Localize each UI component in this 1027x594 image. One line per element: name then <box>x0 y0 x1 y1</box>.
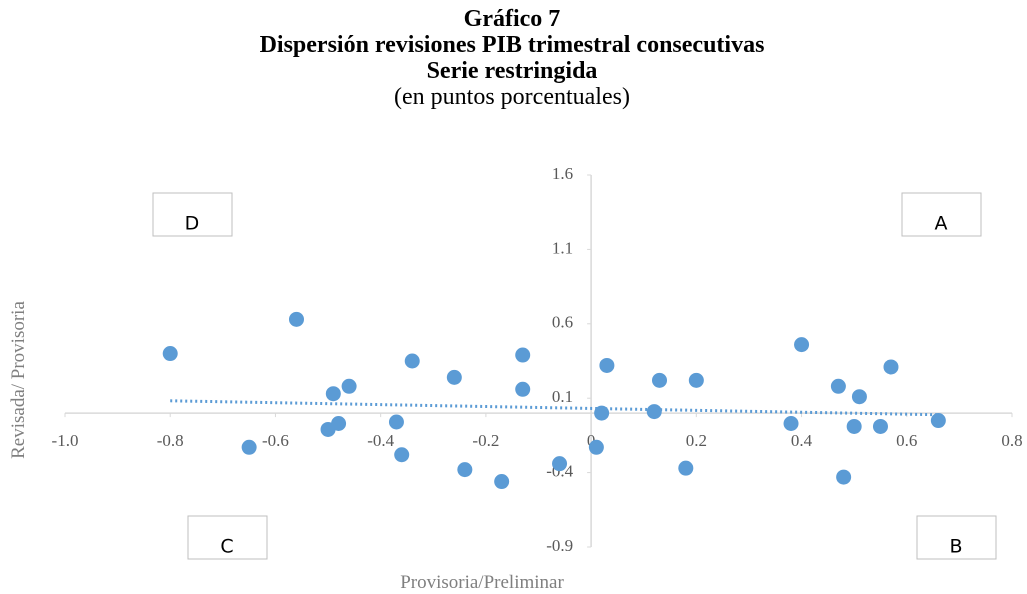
chart-title: Gráfico 7 <box>464 6 561 32</box>
x-tick-label: -1.0 <box>52 431 79 450</box>
scatter-point <box>515 381 531 397</box>
scatter-point <box>446 369 462 385</box>
y-axis-title: Revisada/ Provisoria <box>8 301 29 459</box>
y-tick-label: 0.6 <box>552 313 573 332</box>
x-tick-label: -0.8 <box>157 431 184 450</box>
x-tick-label: -0.2 <box>472 431 499 450</box>
scatter-point <box>457 462 473 478</box>
scatter-point <box>688 372 704 388</box>
scatter-point <box>288 311 304 327</box>
x-tick-label: -0.4 <box>367 431 394 450</box>
quadrant-box <box>916 515 997 560</box>
scatter-point <box>830 378 846 394</box>
chart-title-line: Dispersión revisiones PIB trimestral con… <box>260 32 765 58</box>
x-tick-label: 0.2 <box>686 431 707 450</box>
x-tick-label: 0.8 <box>1001 431 1022 450</box>
scatter-point <box>162 346 178 362</box>
scatter-point <box>325 386 341 402</box>
scatter-point <box>404 353 420 369</box>
quadrant-label: B <box>949 536 962 558</box>
scatter-point <box>646 404 662 420</box>
x-tick-label: -0.6 <box>262 431 289 450</box>
scatter-point <box>652 372 668 388</box>
scatter-point <box>594 405 610 421</box>
scatter-point <box>394 447 410 463</box>
scatter-point <box>794 337 810 353</box>
scatter-point <box>846 418 862 434</box>
quadrant-label: D <box>185 213 200 235</box>
y-tick-label: 0.1 <box>552 387 573 406</box>
scatter-point <box>851 389 867 405</box>
x-tick-label: 0 <box>587 431 596 450</box>
y-tick-label: -0.9 <box>546 536 573 555</box>
scatter-point <box>494 474 510 490</box>
scatter-point <box>872 418 888 434</box>
scatter-point <box>930 413 946 429</box>
x-axis-title: Provisoria/Preliminar <box>400 572 564 593</box>
quadrant-box <box>152 192 233 237</box>
scatter-point <box>678 460 694 476</box>
quadrant-label: A <box>935 213 948 235</box>
scatter-point <box>515 347 531 363</box>
scatter-point <box>331 415 347 431</box>
quadrant-label: C <box>220 536 233 558</box>
scatter-point <box>241 439 257 455</box>
scatter-point <box>341 378 357 394</box>
y-tick-label: 1.6 <box>552 164 573 183</box>
scatter-point <box>388 414 404 430</box>
scatter-point <box>588 439 604 455</box>
y-tick-label: 1.1 <box>552 238 573 257</box>
quadrant-box <box>187 515 268 560</box>
quadrant-box <box>901 192 982 237</box>
x-tick-label: 0.4 <box>791 431 813 450</box>
scatter-point <box>836 469 852 485</box>
scatter-point <box>883 359 899 375</box>
scatter-point <box>783 415 799 431</box>
scatter-point <box>599 357 615 373</box>
chart-title-line: Serie restringida <box>427 58 598 84</box>
x-tick-label: 0.6 <box>896 431 917 450</box>
scatter-point <box>552 456 568 472</box>
chart-subtitle: (en puntos porcentuales) <box>394 84 630 110</box>
trendline <box>170 399 939 417</box>
